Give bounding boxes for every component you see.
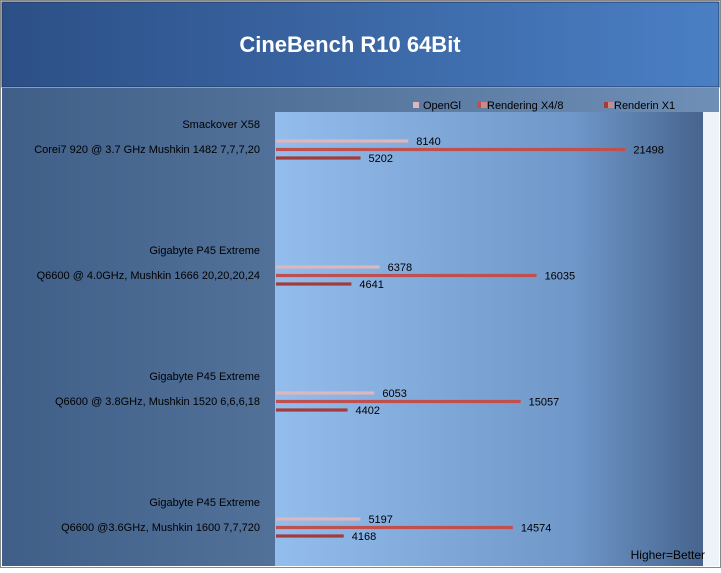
category-labels: Smackover X58 Corei7 920 @ 3.7 GHz Mushki… — [34, 119, 260, 534]
legend-label: OpenGl — [423, 100, 461, 112]
category-label-board: Gigabyte P45 Extreme — [149, 371, 260, 383]
plot-right-panel — [703, 112, 719, 566]
data-label: 5202 — [369, 153, 393, 165]
data-label: 21498 — [633, 145, 664, 157]
legend-label: Renderin X1 — [614, 100, 675, 112]
bars-group: 8140 21498 5202 6378 16035 4641 6053 15057 4402 5… — [276, 136, 664, 543]
bar — [276, 265, 380, 269]
bar — [276, 399, 521, 404]
bar — [276, 391, 375, 395]
data-label: 5197 — [368, 514, 392, 526]
title-banner — [1, 1, 720, 88]
category-label-config: Q6600 @3.6GHz, Mushkin 1600 7,7,720 — [61, 522, 260, 534]
legend-marker — [413, 102, 419, 108]
legend-marker — [477, 102, 483, 108]
bar — [276, 408, 348, 412]
bar — [276, 147, 626, 152]
bar — [276, 273, 537, 278]
data-label: 8140 — [416, 136, 440, 148]
data-label: 4168 — [352, 531, 376, 543]
legend-marker — [481, 102, 487, 108]
category-label-board: Smackover X58 — [182, 119, 260, 131]
data-label: 15057 — [529, 397, 560, 409]
data-label: 4641 — [359, 279, 383, 291]
bar — [276, 525, 513, 530]
data-label: 14574 — [521, 523, 552, 535]
bar — [276, 282, 352, 286]
category-label-config: Q6600 @ 4.0GHz, Mushkin 1666 20,20,20,24 — [37, 270, 260, 282]
legend-marker — [608, 102, 614, 108]
category-label-config: Corei7 920 @ 3.7 GHz Mushkin 1482 7,7,7,… — [34, 144, 260, 156]
category-label-board: Gigabyte P45 Extreme — [149, 497, 260, 509]
legend-label: Rendering X4/8 — [487, 100, 563, 112]
legend-marker — [604, 102, 610, 108]
category-label-config: Q6600 @ 3.8GHz, Mushkin 1520 6,6,6,18 — [55, 396, 260, 408]
data-label: 6378 — [388, 262, 412, 274]
bar — [276, 156, 361, 160]
category-label-board: Gigabyte P45 Extreme — [149, 245, 260, 257]
bar — [276, 517, 361, 521]
plot-area — [275, 112, 703, 566]
data-label: 16035 — [545, 271, 576, 283]
legend: OpenGl Rendering X4/8 Renderin X1 — [413, 100, 675, 112]
chart-title: CineBench R10 64Bit — [239, 32, 461, 57]
data-label: 4402 — [356, 405, 380, 417]
bar — [276, 139, 409, 143]
data-label: 6053 — [382, 388, 406, 400]
bar — [276, 534, 344, 538]
higher-better-note: Higher=Better — [631, 548, 705, 562]
